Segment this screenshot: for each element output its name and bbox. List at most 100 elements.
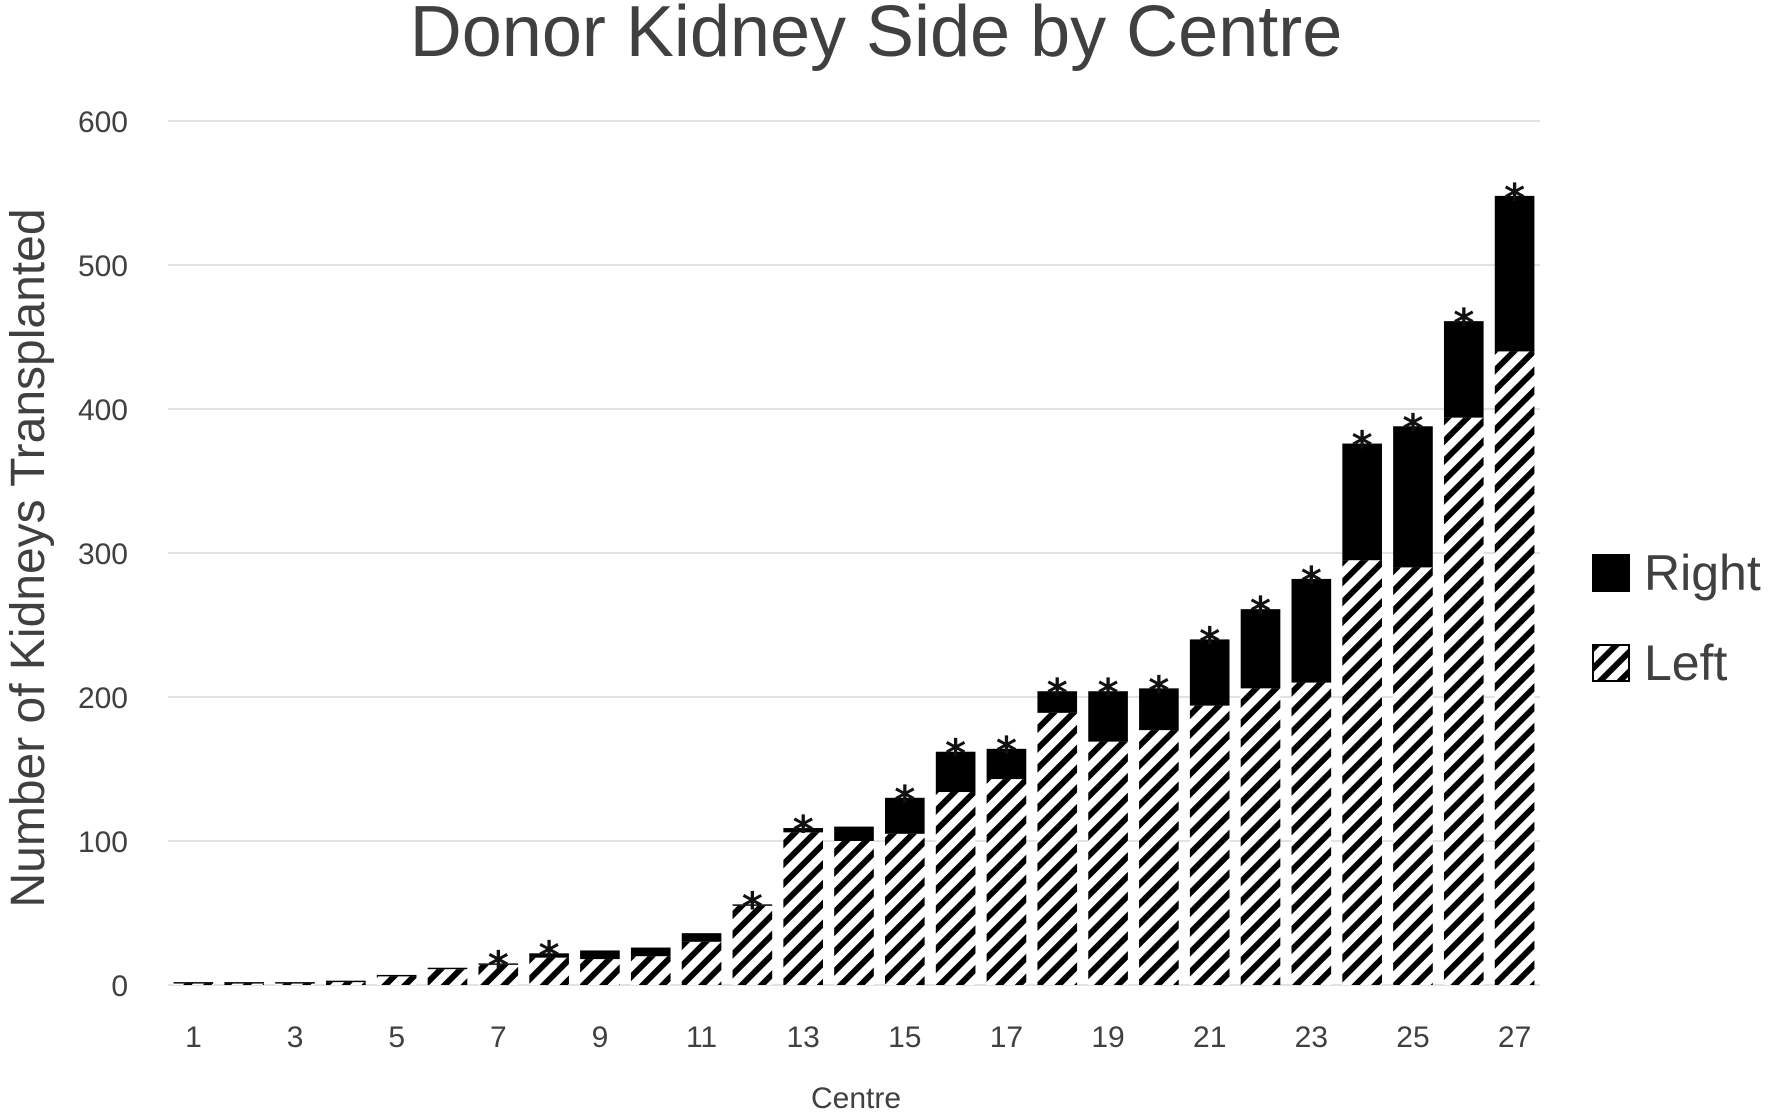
- bar-right-centre-24: [1342, 443, 1382, 561]
- y-tick-label: 300: [78, 538, 128, 571]
- bar-left-centre-8: [529, 957, 569, 985]
- significance-star: *: [1250, 589, 1271, 635]
- chart-title: Donor Kidney Side by Centre: [410, 0, 1343, 72]
- significance-star: *: [539, 933, 560, 979]
- bar-left-centre-13: [783, 832, 824, 985]
- bar-left-centre-2: [224, 983, 265, 985]
- bar-left-centre-4: [326, 982, 366, 985]
- legend-label-left: Left: [1644, 635, 1728, 691]
- bar-right-centre-6: [427, 967, 468, 970]
- y-tick-label: 200: [78, 682, 128, 715]
- legend: Right Left: [1592, 545, 1761, 691]
- bar-left-centre-19: [1088, 741, 1128, 985]
- bar-right-centre-18: [1037, 691, 1078, 713]
- y-axis-label: Number of Kidneys Transplanted: [2, 208, 55, 907]
- bar-right-centre-12: [732, 904, 773, 906]
- bar-right-centre-3: [275, 982, 315, 984]
- significance-star: *: [996, 729, 1017, 775]
- bar-left-centre-7: [478, 964, 519, 985]
- significance-star: *: [793, 808, 814, 854]
- bar-left-centre-25: [1393, 567, 1433, 985]
- significance-star: *: [945, 732, 966, 778]
- bar-right-centre-19: [1088, 691, 1128, 742]
- bar-right-centre-27: [1494, 195, 1535, 352]
- significance-star: *: [1301, 559, 1322, 605]
- bar-left-centre-15: [884, 833, 925, 985]
- bar-left-centre-5: [376, 976, 417, 985]
- x-tick-label: 5: [388, 1021, 405, 1054]
- bar-left-centre-6: [427, 969, 468, 985]
- x-tick-label: 25: [1396, 1021, 1429, 1054]
- x-tick-label: 19: [1091, 1021, 1124, 1054]
- bar-left-centre-14: [834, 841, 874, 985]
- x-tick-label: 17: [990, 1021, 1023, 1054]
- significance-star: *: [488, 943, 509, 989]
- x-tick-label: 3: [287, 1021, 304, 1054]
- bar-left-centre-12: [732, 905, 773, 985]
- bar-right-centre-5: [376, 974, 417, 977]
- significance-star: *: [1352, 424, 1373, 470]
- x-tick-label: 1: [185, 1021, 202, 1054]
- significance-star: *: [742, 884, 763, 930]
- significance-star: *: [1403, 406, 1424, 452]
- x-tick-label: 15: [888, 1021, 921, 1054]
- x-tick-label: 23: [1295, 1021, 1328, 1054]
- significance-star: *: [1098, 671, 1119, 717]
- bar-left-centre-18: [1037, 712, 1078, 985]
- bar-left-centre-24: [1342, 560, 1382, 985]
- y-tick-label: 600: [78, 106, 128, 139]
- bar-left-centre-27: [1494, 351, 1535, 985]
- bar-right-centre-20: [1139, 688, 1179, 731]
- bar-right-centre-8: [529, 953, 569, 958]
- x-tick-label: 21: [1193, 1021, 1226, 1054]
- significance-star: *: [1453, 301, 1474, 347]
- significance-markers: * * * * * * * * * * * * * * * * *: [488, 176, 1525, 990]
- y-tick-labels: 0 100 200 300 400 500 600: [78, 106, 128, 1003]
- bar-right-centre-23: [1291, 578, 1332, 683]
- bar-right-centre-21: [1189, 639, 1230, 706]
- bar-left-centre-17: [986, 779, 1027, 985]
- x-tick-label: 11: [686, 1021, 717, 1054]
- bar-left-centre-1: [173, 983, 214, 985]
- x-tick-labels: 1 3 5 7 9 11 13 15 17 19 21 23 25 27: [185, 1021, 1531, 1054]
- x-axis-label: Centre: [811, 1082, 901, 1114]
- bar-left-centre-21: [1189, 705, 1230, 985]
- legend-label-right: Right: [1644, 545, 1761, 601]
- bar-right-centre-10: [630, 947, 671, 957]
- bar-right-centre-13: [783, 828, 824, 833]
- bar-right-centre-4: [326, 980, 366, 983]
- bar-left-centre-23: [1291, 682, 1332, 985]
- x-tick-label: 7: [490, 1021, 507, 1054]
- gridlines: [168, 120, 1540, 986]
- bar-right-centre-11: [681, 933, 722, 942]
- y-tick-label: 500: [78, 250, 128, 283]
- bar-right-centre-22: [1240, 609, 1281, 689]
- bar-right-centre-16: [935, 751, 976, 793]
- bar-right-centre-2: [224, 982, 265, 984]
- bar-left-centre-3: [275, 983, 315, 985]
- bar-left-centre-22: [1240, 688, 1281, 985]
- bars: [173, 195, 1535, 985]
- legend-swatch-left: [1592, 644, 1630, 682]
- y-tick-label: 400: [78, 394, 128, 427]
- significance-star: *: [1047, 671, 1068, 717]
- legend-swatch-right: [1592, 554, 1630, 592]
- y-tick-label: 0: [111, 970, 128, 1003]
- x-tick-label: 9: [592, 1021, 609, 1054]
- y-tick-label: 100: [78, 826, 128, 859]
- bar-right-centre-17: [986, 748, 1027, 780]
- bar-right-centre-25: [1393, 426, 1433, 568]
- bar-left-centre-11: [681, 941, 722, 985]
- bar-left-centre-16: [935, 792, 976, 985]
- bar-right-centre-15: [884, 797, 925, 834]
- bar-left-centre-9: [580, 959, 620, 985]
- significance-star: *: [1148, 668, 1169, 714]
- bar-right-centre-26: [1443, 321, 1484, 418]
- bar-right-centre-1: [173, 982, 214, 984]
- significance-star: *: [1504, 176, 1525, 222]
- bar-right-centre-14: [834, 826, 874, 841]
- significance-star: *: [1199, 619, 1220, 665]
- significance-star: *: [894, 778, 915, 824]
